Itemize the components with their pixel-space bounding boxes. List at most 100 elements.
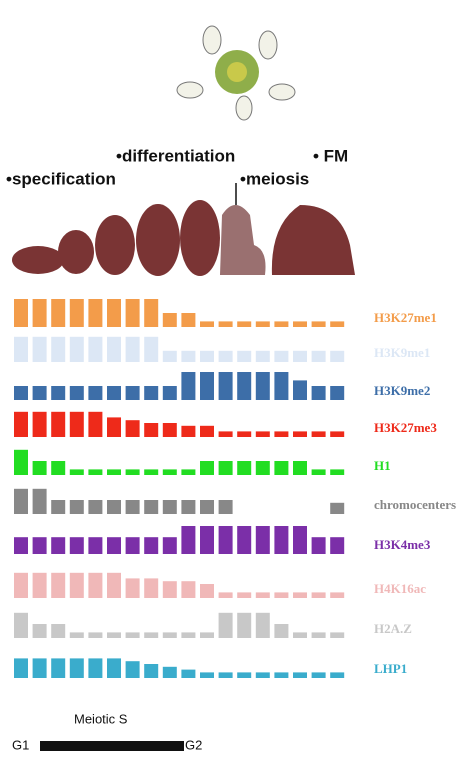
bar bbox=[88, 572, 103, 598]
bar bbox=[125, 500, 140, 514]
bar bbox=[32, 572, 47, 598]
bar bbox=[107, 386, 121, 400]
bar bbox=[330, 672, 345, 678]
bar bbox=[218, 372, 233, 400]
bar bbox=[32, 537, 47, 554]
bar bbox=[125, 537, 140, 554]
bar bbox=[107, 500, 121, 514]
bar bbox=[274, 372, 289, 400]
bar bbox=[88, 299, 103, 327]
bar bbox=[293, 632, 307, 638]
bar bbox=[181, 581, 196, 598]
bar bbox=[51, 411, 66, 437]
bar bbox=[162, 469, 177, 475]
bar bbox=[218, 321, 233, 327]
bar bbox=[107, 632, 121, 638]
bar bbox=[255, 372, 270, 400]
bar bbox=[14, 537, 28, 554]
bar bbox=[69, 299, 84, 327]
flower-illustration bbox=[176, 25, 296, 121]
stage-label: •meiosis bbox=[240, 169, 309, 188]
bar bbox=[51, 461, 66, 475]
bar bbox=[311, 321, 326, 327]
bar bbox=[69, 411, 84, 437]
bar bbox=[107, 417, 121, 437]
bar bbox=[181, 313, 196, 327]
bar bbox=[293, 431, 307, 437]
bar bbox=[200, 584, 214, 598]
bar bbox=[69, 572, 84, 598]
bar bbox=[144, 578, 159, 598]
bar bbox=[200, 461, 214, 475]
bar bbox=[181, 669, 196, 678]
bar bbox=[107, 336, 121, 362]
bar bbox=[14, 299, 28, 327]
bar bbox=[144, 469, 159, 475]
bar bbox=[181, 372, 196, 400]
bar bbox=[32, 299, 47, 327]
bar bbox=[162, 500, 177, 514]
track-label: LHP1 bbox=[374, 661, 407, 676]
bar bbox=[14, 658, 28, 678]
bar bbox=[162, 423, 177, 437]
bar bbox=[218, 350, 233, 362]
bar bbox=[144, 423, 159, 437]
bar bbox=[162, 581, 177, 598]
bar bbox=[330, 502, 345, 514]
axis-end: G2 bbox=[185, 737, 202, 752]
bar bbox=[107, 658, 121, 678]
bar bbox=[218, 461, 233, 475]
bar bbox=[200, 321, 214, 327]
bar bbox=[274, 431, 289, 437]
bar bbox=[125, 299, 140, 327]
bar bbox=[274, 461, 289, 475]
bar bbox=[330, 431, 345, 437]
bar bbox=[255, 526, 270, 554]
bar bbox=[218, 672, 233, 678]
track-label: H1 bbox=[374, 458, 391, 473]
bar bbox=[162, 632, 177, 638]
bar bbox=[32, 488, 47, 514]
bar bbox=[51, 624, 66, 638]
bar bbox=[32, 411, 47, 437]
bar bbox=[311, 632, 326, 638]
bar bbox=[69, 336, 84, 362]
tracks: H3K27me1 H3K9me1 H3K9me2 H3K27me3 H1 chromoce… bbox=[14, 299, 456, 678]
stage-label: • FM bbox=[313, 146, 348, 165]
bar bbox=[88, 411, 103, 437]
bar bbox=[69, 537, 84, 554]
bar bbox=[293, 321, 307, 327]
bar bbox=[274, 526, 289, 554]
bar bbox=[125, 336, 140, 362]
bar bbox=[69, 658, 84, 678]
bar bbox=[125, 420, 140, 437]
bar bbox=[237, 321, 252, 327]
bar bbox=[51, 500, 66, 514]
bar bbox=[181, 350, 196, 362]
bar bbox=[14, 449, 28, 475]
bar bbox=[311, 469, 326, 475]
bar bbox=[51, 572, 66, 598]
bar bbox=[200, 500, 214, 514]
bar bbox=[14, 572, 28, 598]
bar bbox=[14, 336, 28, 362]
bar bbox=[51, 336, 66, 362]
bar bbox=[88, 500, 103, 514]
bar bbox=[32, 658, 47, 678]
track-label: H3K27me3 bbox=[374, 420, 437, 435]
bar bbox=[200, 350, 214, 362]
bar bbox=[255, 592, 270, 598]
bar bbox=[162, 666, 177, 678]
track-label: H4K16ac bbox=[374, 581, 426, 596]
bar bbox=[218, 592, 233, 598]
bar bbox=[14, 612, 28, 638]
bar bbox=[107, 572, 121, 598]
bar bbox=[181, 526, 196, 554]
bar bbox=[200, 632, 214, 638]
bar bbox=[237, 461, 252, 475]
bar bbox=[293, 350, 307, 362]
bar bbox=[32, 461, 47, 475]
bar bbox=[293, 461, 307, 475]
bar bbox=[51, 658, 66, 678]
